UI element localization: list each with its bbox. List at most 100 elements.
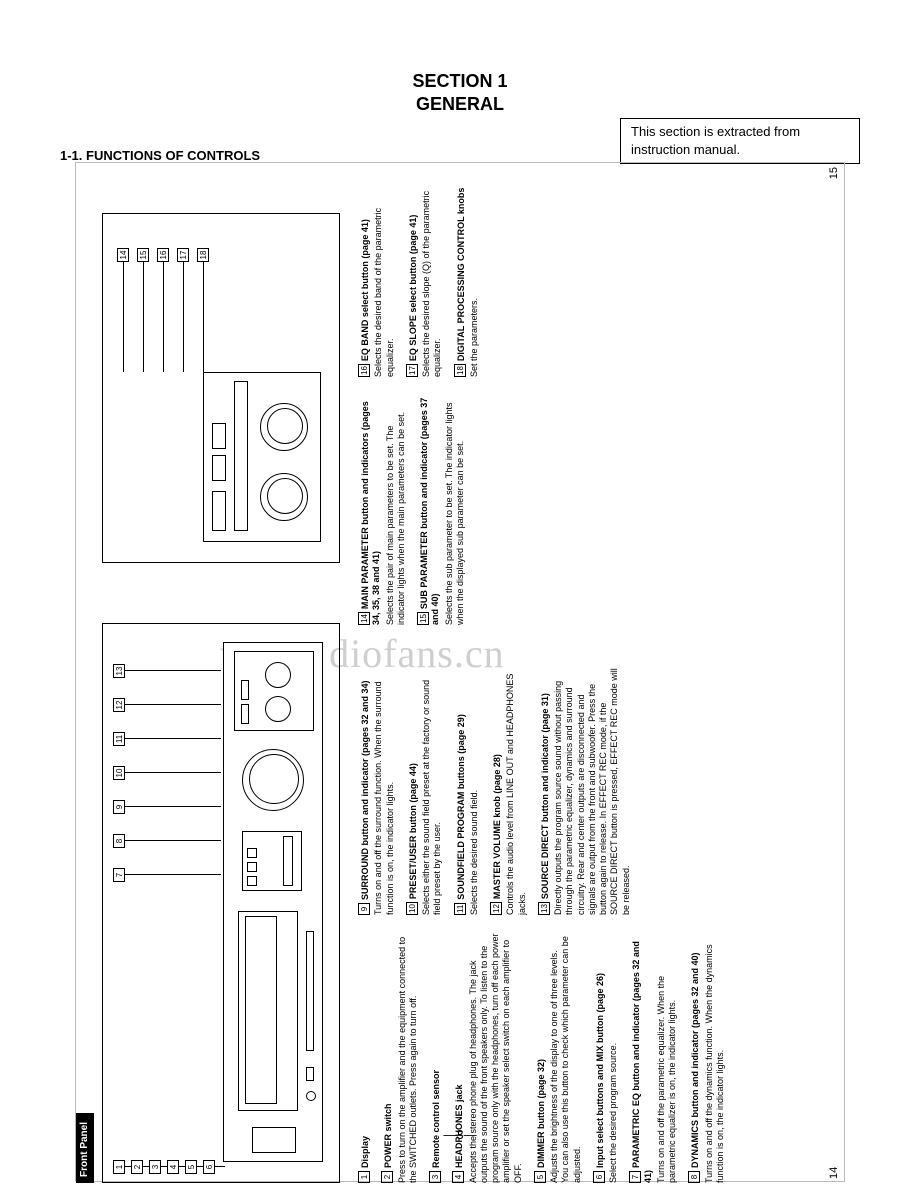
control-title: SOURCE DIRECT button and indicator (page…	[540, 693, 550, 899]
callout-number: 15	[417, 612, 429, 625]
control-description-item: 10 PRESET/USER button (page 44)Selects ei…	[406, 665, 444, 915]
callout-number: 9	[113, 800, 125, 814]
control-title: POWER switch	[383, 1103, 393, 1168]
callout-number: 15	[137, 248, 149, 262]
extract-note-text: This section is extracted from instructi…	[631, 124, 800, 157]
control-title: PRESET/USER button (page 44)	[408, 763, 418, 899]
leader-line	[125, 670, 221, 671]
control-description-item: 2POWER switchPress to turn on the amplif…	[381, 933, 419, 1183]
control-description: Selects the desired band of the parametr…	[373, 167, 396, 377]
callout-number: 13	[113, 664, 125, 678]
control-description-item: 6Input select buttons and MIX button (pa…	[593, 933, 620, 1183]
control-title: SUB PARAMETER button and indicator (page…	[419, 398, 440, 625]
small-btn	[241, 680, 249, 700]
control-description: Directly outputs the program source soun…	[553, 665, 632, 915]
leader-line	[125, 840, 221, 841]
cluster-btn	[247, 876, 257, 886]
leader-line	[123, 262, 124, 372]
small-knob-icon	[265, 696, 291, 722]
callout-number: 11	[113, 732, 125, 746]
power-switch-icon	[252, 1127, 296, 1153]
control-title: MAIN PARAMETER button and indicators (pa…	[360, 401, 381, 625]
cluster-btn	[247, 862, 257, 872]
detail-btn	[212, 423, 226, 449]
knob-inner	[267, 408, 303, 444]
input-select-row-icon	[306, 931, 314, 1051]
callout-number: 12	[490, 902, 502, 915]
headphones-jack-icon	[306, 1091, 316, 1101]
display-area	[238, 911, 298, 1111]
master-volume-knob-icon	[242, 749, 304, 811]
leader-line	[203, 262, 204, 372]
control-description: Selects either the sound field preset at…	[421, 665, 444, 915]
control-description-item: 9SURROUND button and indicator (pages 32…	[358, 665, 396, 915]
control-title: EQ SLOPE select button (page 41)	[408, 215, 418, 362]
section-line-1: SECTION 1	[60, 70, 860, 93]
callout-number: 9	[358, 903, 370, 915]
callout-number: 6	[593, 1171, 605, 1183]
knob-inner	[267, 478, 303, 514]
control-title: DYNAMICS button and indicator (pages 32 …	[690, 952, 700, 1168]
rotated-page-frame: Front Panel	[75, 162, 845, 1182]
control-title: DIGITAL PROCESSING CONTROL knobs	[456, 188, 466, 362]
callout-number: 1	[113, 1160, 125, 1174]
control-description-item: 14MAIN PARAMETER button and indicators (…	[358, 395, 407, 625]
control-description: Selects the sub parameter to be set. The…	[444, 395, 467, 625]
callout-number: 17	[406, 364, 418, 377]
detail-knob-icon	[260, 403, 308, 451]
control-description-item: 8DYNAMICS button and indicator (pages 32…	[688, 933, 726, 1183]
detail-knob-icon	[260, 473, 308, 521]
callout-number: 3	[149, 1160, 161, 1174]
control-description: Turns on and off the surround function. …	[373, 665, 396, 915]
cluster-btn	[247, 848, 257, 858]
inner-page-number-left: 14	[828, 1167, 842, 1179]
right-control-panel	[234, 651, 314, 731]
control-description: Accepts the stereo phone plug of headpho…	[468, 933, 524, 1183]
subsection-heading: 1-1. FUNCTIONS OF CONTROLS	[60, 148, 260, 163]
control-description-item: 15SUB PARAMETER button and indicator (pa…	[417, 395, 466, 625]
control-description: Controls the audio level from LINE OUT a…	[505, 665, 528, 915]
control-description-item: 1Display	[358, 933, 371, 1183]
center-button-cluster	[242, 831, 302, 891]
column-1: 1Display 2POWER switchPress to turn on th…	[358, 933, 736, 1183]
control-description: Selects the desired slope (Q) of the par…	[421, 167, 444, 377]
callout-number: 16	[157, 248, 169, 262]
callout-number: 10	[406, 902, 418, 915]
callout-number: 13	[538, 902, 550, 915]
callout-number: 8	[113, 834, 125, 848]
control-description-item: 18 DIGITAL PROCESSING CONTROL knobsSet th…	[454, 167, 481, 377]
control-description-item: 17 EQ SLOPE select button (page 41)Select…	[406, 167, 444, 377]
display-inner	[245, 916, 277, 1104]
control-description-item: 13 SOURCE DIRECT button and indicator (pa…	[538, 665, 632, 915]
callout-number: 5	[185, 1160, 197, 1174]
leader-line	[125, 704, 221, 705]
callout-number: 14	[358, 612, 370, 625]
control-description-item: 4HEADPHONES jackAccepts the stereo phone…	[452, 933, 524, 1183]
leader-line	[183, 262, 184, 372]
control-description: Selects the pair of main parameters to b…	[385, 395, 408, 625]
inner-page-number-right: 15	[828, 167, 842, 179]
control-title: PARAMETRIC EQ button and indicator (page…	[631, 941, 652, 1183]
callout-number: 4	[167, 1160, 179, 1174]
cluster-row	[283, 836, 293, 886]
leader-line	[163, 262, 164, 372]
control-title: Remote control sensor	[431, 1070, 441, 1168]
leader-line	[125, 738, 221, 739]
detail-btn	[212, 455, 226, 481]
control-description: Set the parameters.	[469, 167, 480, 377]
section-line-2: GENERAL	[60, 93, 860, 116]
leader-line	[215, 1166, 225, 1167]
callout-number: 14	[117, 248, 129, 262]
callout-number: 4	[452, 1171, 464, 1183]
control-title: Display	[360, 1136, 370, 1168]
control-description: Turns on and off the dynamics function. …	[704, 933, 727, 1183]
leader-line	[143, 262, 144, 372]
callout-number: 18	[454, 364, 466, 377]
detail-slider-row	[234, 381, 248, 531]
detail-device-outline	[203, 372, 321, 542]
control-title: SOUNDFIELD PROGRAM buttons (page 29)	[456, 714, 466, 900]
leader-line	[125, 874, 221, 875]
small-knob-icon	[265, 662, 291, 688]
manual-page: SECTION 1 GENERAL This section is extrac…	[60, 70, 860, 1150]
callout-number: 18	[197, 248, 209, 262]
